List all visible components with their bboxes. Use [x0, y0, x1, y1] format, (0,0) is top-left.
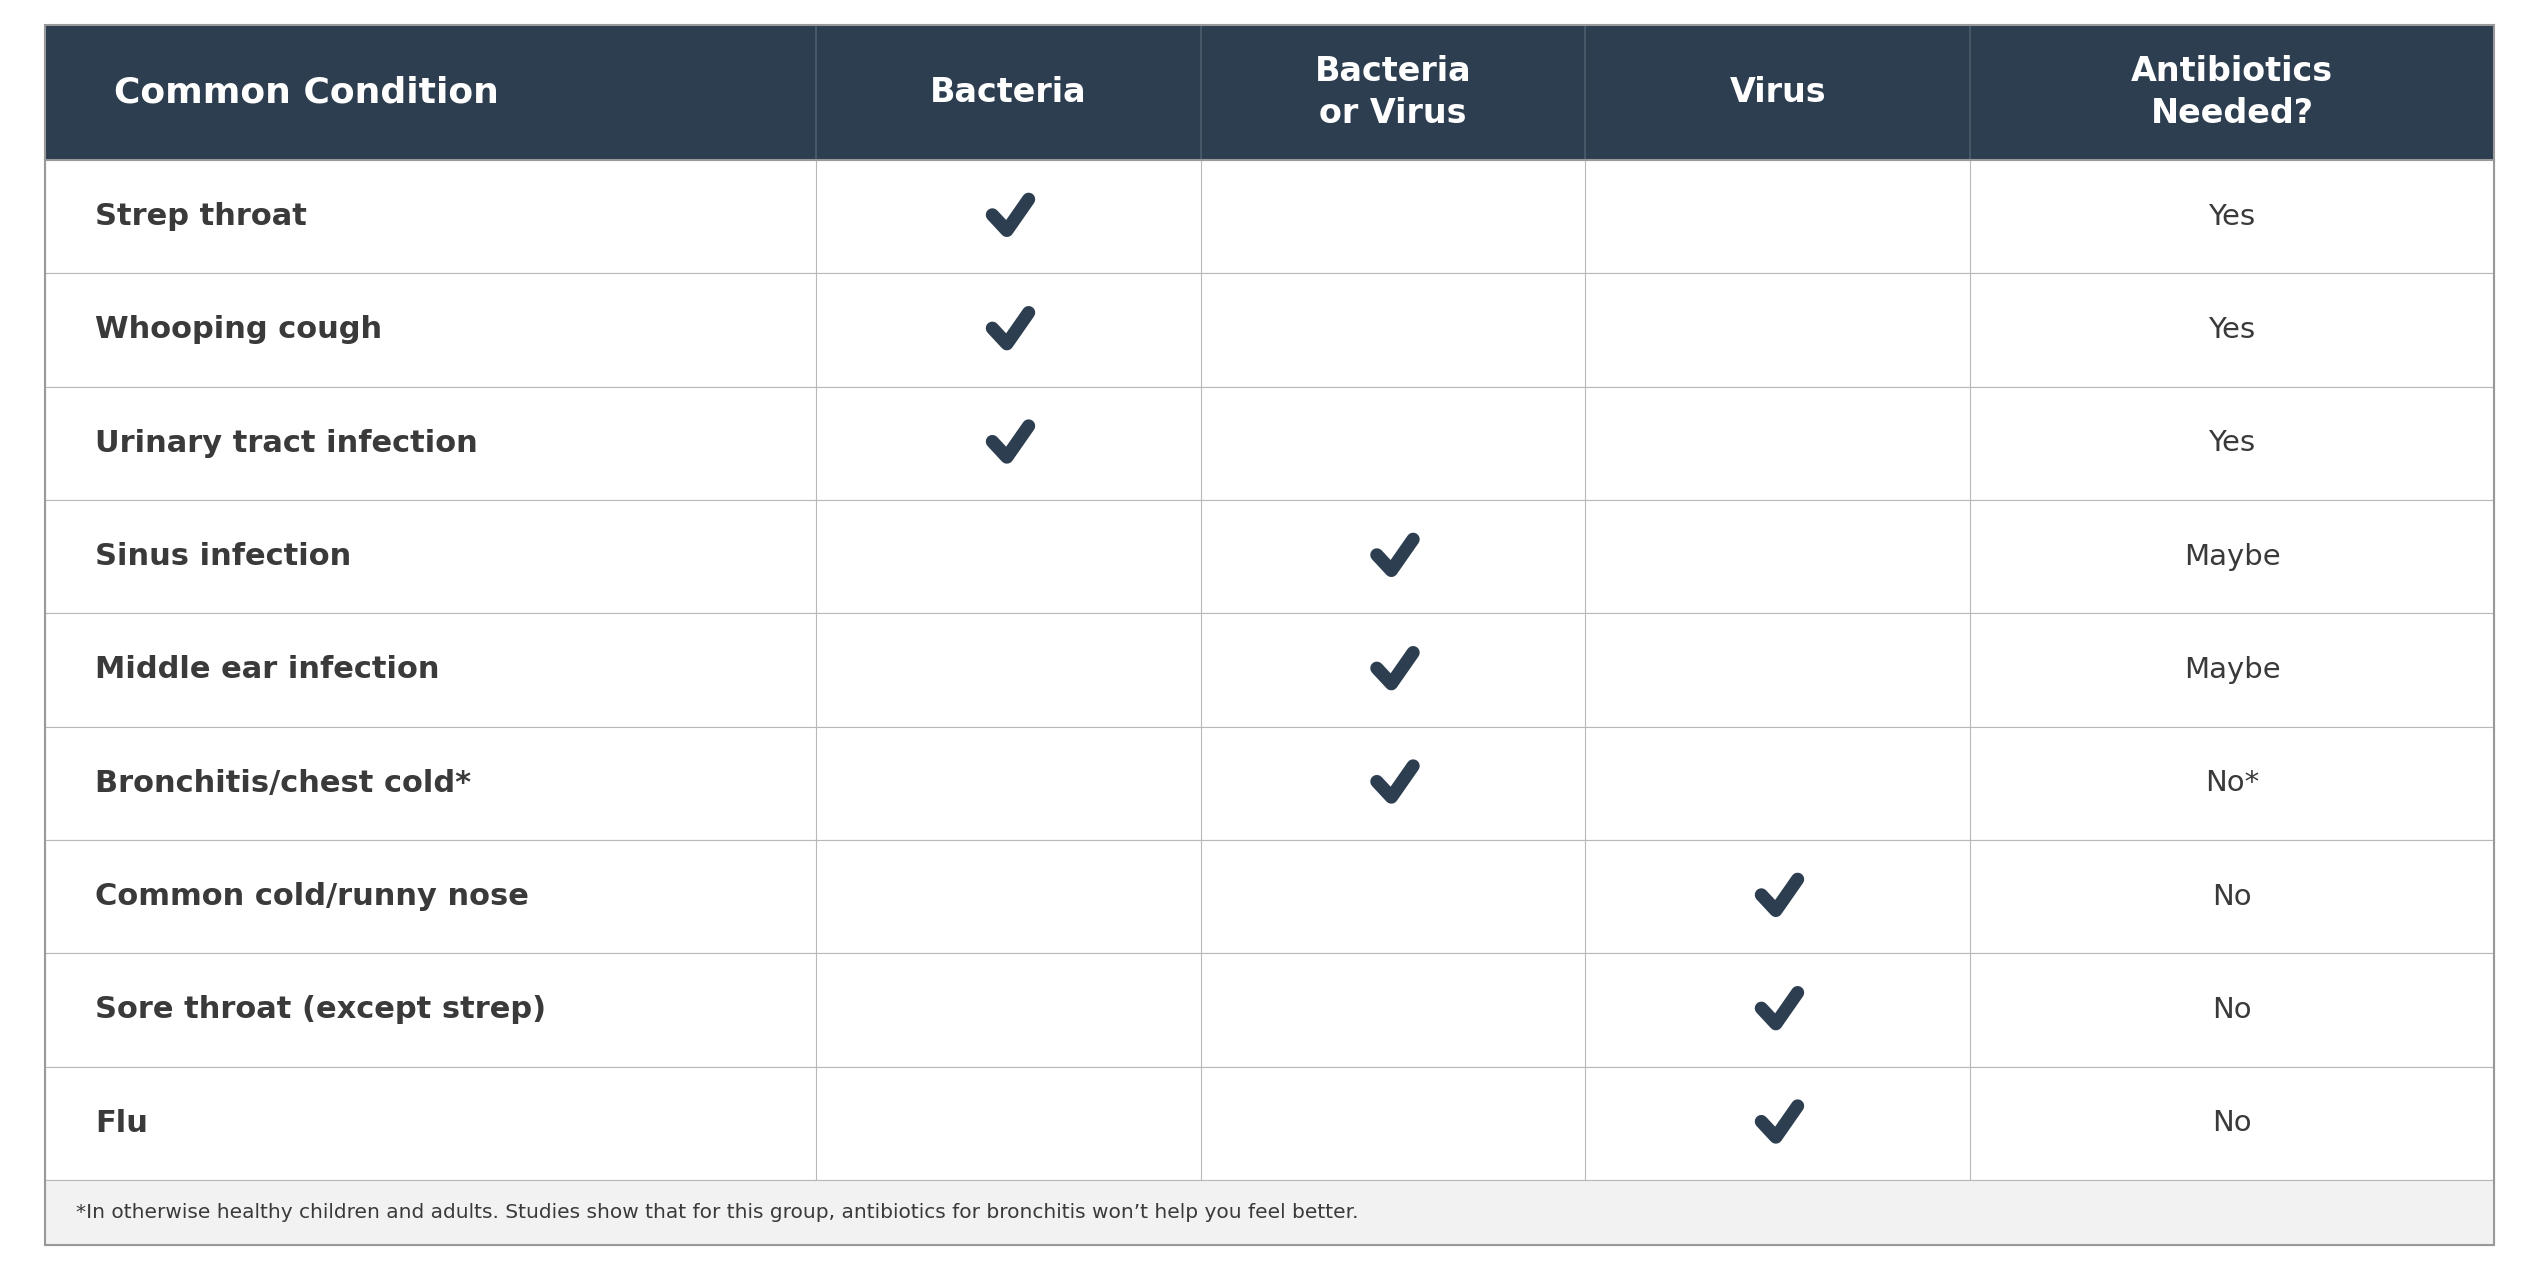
- Text: Sinus infection: Sinus infection: [94, 542, 350, 572]
- Text: No: No: [2211, 883, 2252, 911]
- Bar: [46, 839, 2493, 954]
- Text: Common Condition: Common Condition: [114, 75, 500, 109]
- Text: Flu: Flu: [94, 1109, 147, 1138]
- Bar: [46, 160, 2493, 273]
- Text: No: No: [2211, 996, 2252, 1024]
- Text: Middle ear infection: Middle ear infection: [94, 655, 439, 685]
- Text: Bacteria: Bacteria: [929, 76, 1087, 109]
- Text: Maybe: Maybe: [2184, 657, 2280, 685]
- Text: No: No: [2211, 1109, 2252, 1138]
- Bar: [46, 25, 2493, 160]
- Bar: [46, 273, 2493, 386]
- Text: Antibiotics
Needed?: Antibiotics Needed?: [2130, 55, 2333, 130]
- Text: Strep throat: Strep throat: [94, 202, 307, 231]
- Bar: [46, 500, 2493, 613]
- Text: Urinary tract infection: Urinary tract infection: [94, 429, 477, 457]
- Bar: [46, 1180, 2493, 1245]
- Text: Yes: Yes: [2209, 429, 2255, 457]
- Text: Yes: Yes: [2209, 203, 2255, 231]
- Text: No*: No*: [2204, 770, 2260, 798]
- Bar: [46, 613, 2493, 726]
- Text: Bronchitis/chest cold*: Bronchitis/chest cold*: [94, 768, 472, 798]
- Text: Virus: Virus: [1729, 76, 1826, 109]
- Text: Bacteria
or Virus: Bacteria or Virus: [1315, 55, 1473, 130]
- Bar: [46, 1067, 2493, 1180]
- Text: Whooping cough: Whooping cough: [94, 315, 383, 344]
- Text: Maybe: Maybe: [2184, 542, 2280, 570]
- Bar: [46, 954, 2493, 1067]
- Text: Yes: Yes: [2209, 316, 2255, 344]
- Bar: [46, 386, 2493, 500]
- Bar: [46, 726, 2493, 839]
- Text: *In otherwise healthy children and adults. Studies show that for this group, ant: *In otherwise healthy children and adult…: [76, 1203, 1358, 1222]
- Text: Sore throat (except strep): Sore throat (except strep): [94, 996, 546, 1025]
- Text: Common cold/runny nose: Common cold/runny nose: [94, 883, 528, 911]
